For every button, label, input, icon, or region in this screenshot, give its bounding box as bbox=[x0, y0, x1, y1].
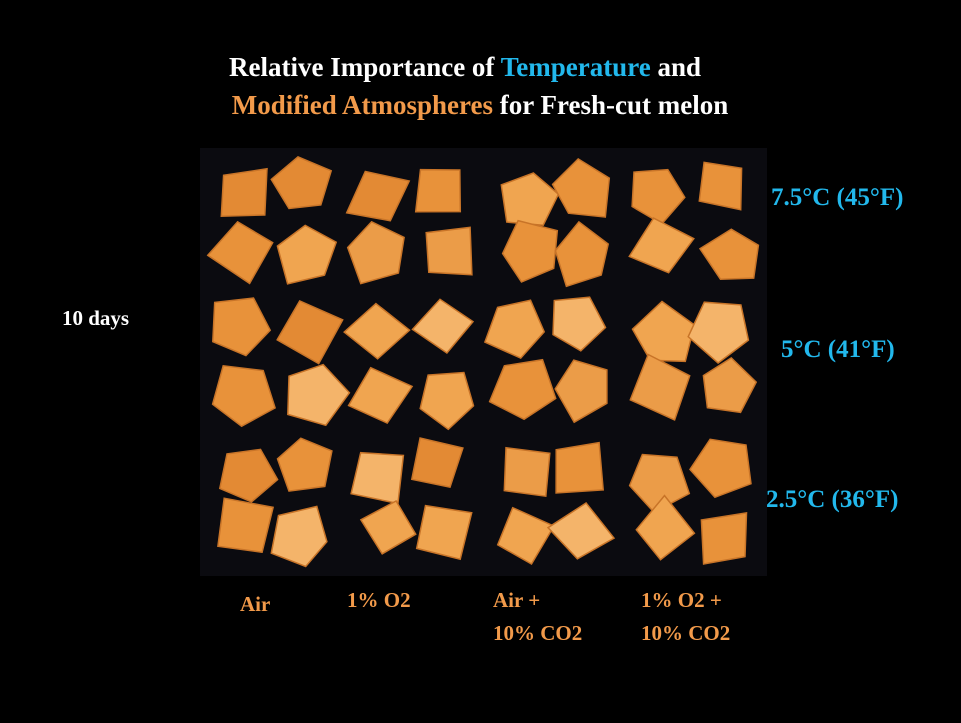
melon-piece bbox=[635, 494, 696, 561]
melon-piece bbox=[483, 299, 546, 360]
melon-piece bbox=[628, 217, 695, 274]
melon-piece bbox=[218, 448, 279, 503]
melon-piece bbox=[698, 161, 743, 211]
label-line: 1% O2 bbox=[347, 588, 411, 612]
title-line: Modified Atmospheres for Fresh-cut melon bbox=[0, 90, 961, 121]
title-part: Temperature bbox=[500, 52, 651, 82]
melon-piece bbox=[554, 359, 608, 424]
label-line: 10% CO2 bbox=[641, 621, 731, 645]
melon-piece bbox=[347, 366, 414, 424]
atmosphere-label: Air + 10% CO2 bbox=[493, 584, 582, 650]
label-line: Air + bbox=[493, 588, 541, 612]
melon-piece bbox=[220, 167, 268, 217]
label-line: 1% O2 + bbox=[641, 588, 722, 612]
melon-piece bbox=[359, 499, 417, 555]
melon-piece bbox=[628, 453, 691, 514]
melon-photo bbox=[200, 148, 767, 576]
melon-piece bbox=[270, 156, 333, 210]
melon-piece bbox=[419, 371, 475, 431]
melon-piece bbox=[415, 504, 473, 561]
title-part: Modified Atmospheres bbox=[231, 90, 494, 120]
melon-piece bbox=[501, 219, 559, 283]
melon-piece bbox=[496, 506, 555, 566]
atmosphere-label: 1% O2 bbox=[347, 584, 411, 617]
melon-piece bbox=[414, 168, 462, 213]
temperature-label: 5°C (41°F) bbox=[781, 336, 895, 363]
melon-piece bbox=[554, 220, 610, 288]
melon-piece bbox=[700, 512, 748, 565]
melon-piece bbox=[350, 451, 405, 505]
melon-piece bbox=[346, 220, 405, 285]
melon-piece bbox=[629, 353, 691, 421]
melon-piece bbox=[217, 497, 275, 554]
title-part: Relative Importance of bbox=[229, 52, 495, 82]
title-part: for Fresh-cut melon bbox=[499, 90, 729, 120]
melon-piece bbox=[425, 226, 473, 276]
melon-piece bbox=[276, 437, 333, 492]
melon-piece bbox=[551, 157, 611, 218]
melon-piece bbox=[500, 172, 560, 226]
melon-piece bbox=[503, 446, 551, 498]
melon-piece bbox=[276, 224, 338, 285]
melon-piece bbox=[276, 300, 344, 365]
atmosphere-label: Air bbox=[240, 588, 270, 621]
melon-piece bbox=[206, 220, 274, 285]
melon-piece bbox=[287, 363, 351, 427]
atmosphere-label: 1% O2 + 10% CO2 bbox=[641, 584, 730, 650]
melon-piece bbox=[411, 298, 475, 355]
temperature-label: 7.5°C (45°F) bbox=[771, 184, 904, 211]
temperature-label: 2.5°C (36°F) bbox=[766, 486, 899, 513]
title-line: Relative Importance of Temperature and bbox=[0, 52, 961, 83]
melon-piece bbox=[270, 505, 328, 568]
melon-piece bbox=[698, 228, 760, 280]
title-part: and bbox=[657, 52, 701, 82]
melon-piece bbox=[488, 358, 557, 421]
melon-piece bbox=[555, 441, 605, 494]
melon-piece bbox=[211, 364, 277, 428]
melon-piece bbox=[410, 437, 464, 488]
melon-piece bbox=[687, 301, 750, 364]
melon-piece bbox=[702, 357, 758, 414]
melon-piece bbox=[552, 296, 607, 352]
label-line: Air bbox=[240, 592, 271, 616]
duration-label: 10 days bbox=[62, 306, 130, 330]
label-line: 10% CO2 bbox=[493, 621, 583, 645]
melon-piece bbox=[689, 438, 752, 499]
melon-piece bbox=[343, 302, 411, 360]
melon-piece bbox=[212, 297, 272, 357]
melon-piece bbox=[546, 502, 616, 560]
melon-piece bbox=[345, 170, 411, 222]
